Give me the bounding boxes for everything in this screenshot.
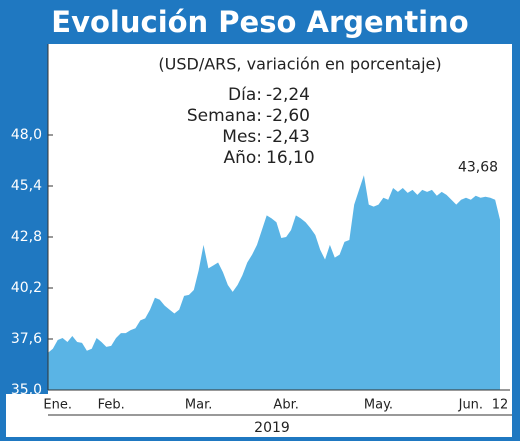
stat-value: -2,24 [266,85,310,105]
y-tick-label: 42,8 [11,229,42,245]
stat-value: 16,10 [266,148,315,168]
subtitle: (USD/ARS, variación en porcentaje) [158,55,441,74]
y-tick-label: 48,0 [11,127,42,143]
x-tick-label: Feb. [98,398,125,413]
y-tick-label: 37,6 [11,331,42,347]
x-tick-label: 12 [492,398,509,413]
x-tick-label: Jun. [458,398,483,413]
x-axis-label: 2019 [254,420,290,436]
stat-label: Día: [228,85,262,105]
x-tick-label: May. [364,398,393,413]
stat-value: -2,43 [266,127,310,147]
stat-value: -2,60 [266,106,310,126]
x-tick-label: Abr. [273,398,298,413]
area [48,175,500,390]
stat-label: Semana: [187,106,262,126]
x-tick-label: Ene. [43,398,72,413]
stat-label: Mes: [222,127,262,147]
y-tick-label: 35,0 [11,382,42,398]
value-label: 43,68 [458,160,498,176]
stat-label: Año: [223,148,262,168]
y-tick-label: 45,4 [11,178,42,194]
y-tick-label: 40,2 [11,280,42,296]
chart-title: Evolución Peso Argentino [51,5,468,39]
x-tick-label: Mar. [185,398,212,413]
